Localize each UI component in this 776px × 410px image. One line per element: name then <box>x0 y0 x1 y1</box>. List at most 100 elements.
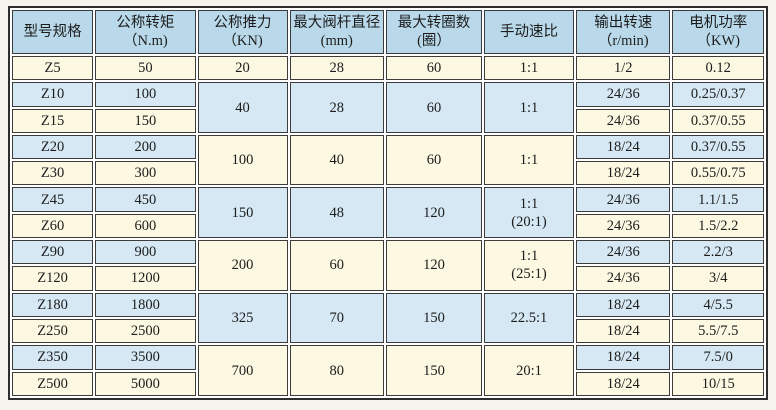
spec-cell: 0.37/0.55 <box>672 108 764 133</box>
spec-cell: 4/5.5 <box>672 292 764 317</box>
table-row: Z5 50 20 28 60 1:1 1/2 0.12 <box>12 56 764 81</box>
table-row: Z180 1800 325 70 150 22.5:1 18/24 4/5.5 <box>12 292 764 344</box>
spec-table: 型号规格 公称转矩 （N.m) 公称推力 （KN) 最大阀杆直径 (mm) 最大转圈数 (圈） 手… <box>10 8 766 398</box>
spec-cell: 24/36 <box>575 108 671 133</box>
model-cell: Z500 <box>12 371 94 396</box>
spec-cell: 60 <box>386 56 482 81</box>
table-row: Z90 900 200 60 120 1:1 (25:1) 24/36 2.2/3 <box>12 240 764 291</box>
spec-cell: 20:1 <box>483 345 574 396</box>
model-cell: Z120 <box>12 266 94 291</box>
table-row: Z60 600 24/36 1.5/2.2 <box>12 213 764 239</box>
spec-cell: 18/24 <box>575 371 671 396</box>
spec-cell: 20 <box>197 56 288 81</box>
column-header-line: 公称推力 <box>213 14 272 31</box>
spec-cell: 2.2/3 <box>672 240 764 265</box>
model-cell: Z20 <box>12 134 94 160</box>
spec-cell: 150 <box>386 345 482 396</box>
spec-cell: 150 <box>95 108 196 133</box>
column-header: 型号规格 <box>12 10 94 54</box>
spec-cell: 18/24 <box>575 134 671 160</box>
spec-cell: 1:1 (25:1) <box>483 240 574 291</box>
spec-cell: 24/36 <box>575 187 671 212</box>
column-header-line: （KN) <box>222 33 263 49</box>
table-row: Z120 1200 24/36 3/4 <box>12 266 764 291</box>
model-cell: Z180 <box>12 292 94 317</box>
spec-table-header: 型号规格 公称转矩 （N.m) 公称推力 （KN) 最大阀杆直径 (mm) 最大转圈数 (圈） 手… <box>12 10 764 54</box>
spec-cell: 700 <box>197 345 288 396</box>
column-header-line: 最大转圈数 <box>397 14 471 31</box>
spec-cell: 60 <box>386 134 482 186</box>
header-row: 型号规格 公称转矩 （N.m) 公称推力 （KN) 最大阀杆直径 (mm) 最大转圈数 (圈） 手… <box>12 10 764 54</box>
spec-cell: 1.5/2.2 <box>672 213 764 239</box>
spec-cell: 48 <box>289 187 385 239</box>
spec-cell: 18/24 <box>575 161 671 186</box>
column-header: 最大阀杆直径 (mm) <box>289 10 385 54</box>
spec-cell: 5000 <box>95 371 196 396</box>
table-row: Z500 5000 18/24 10/15 <box>12 371 764 396</box>
column-header-line: 电机功率 <box>689 14 748 31</box>
column-header-line: 手动速比 <box>499 23 558 40</box>
spec-cell: 24/36 <box>575 213 671 239</box>
model-cell: Z30 <box>12 161 94 186</box>
column-header-line: 输出转速 <box>594 14 653 31</box>
cell-line: 1:1 <box>519 195 539 212</box>
table-row: Z45 450 150 48 120 1:1 (20:1) 24/36 1.1/1.5 <box>12 187 764 239</box>
spec-cell: 0.55/0.75 <box>672 161 764 186</box>
spec-cell: 60 <box>386 82 482 133</box>
spec-cell: 1800 <box>95 292 196 317</box>
column-header: 电机功率 （KW) <box>672 10 764 54</box>
column-header: 最大转圈数 (圈） <box>386 10 482 54</box>
column-header-line: (mm) <box>320 33 353 49</box>
spec-cell: 0.25/0.37 <box>672 82 764 107</box>
spec-cell: 28 <box>289 82 385 133</box>
spec-cell: 28 <box>289 56 385 81</box>
spec-cell: 10/15 <box>672 371 764 396</box>
spec-cell: 3500 <box>95 345 196 370</box>
model-cell: Z250 <box>12 318 94 344</box>
spec-cell: 80 <box>289 345 385 396</box>
table-row: Z15 150 24/36 0.37/0.55 <box>12 108 764 133</box>
column-header: 公称转矩 （N.m) <box>95 10 196 54</box>
table-row: Z10 100 40 28 60 1:1 24/36 0.25/0.37 <box>12 82 764 133</box>
spec-cell: 1:1 <box>483 134 574 186</box>
model-cell: Z60 <box>12 213 94 239</box>
model-cell: Z5 <box>12 56 94 81</box>
spec-cell: 0.37/0.55 <box>672 134 764 160</box>
spec-cell: 5.5/7.5 <box>672 318 764 344</box>
column-header: 手动速比 <box>483 10 574 54</box>
column-header-line: （r/min) <box>597 33 649 49</box>
cell-line: 1:1 <box>519 248 539 265</box>
spec-cell: 120 <box>386 187 482 239</box>
spec-cell: 40 <box>289 134 385 186</box>
spec-cell: 40 <box>197 82 288 133</box>
spec-cell: 60 <box>289 240 385 291</box>
spec-cell: 1:1 <box>483 56 574 81</box>
spec-cell: 1200 <box>95 266 196 291</box>
spec-cell: 7.5/0 <box>672 345 764 370</box>
spec-cell: 24/36 <box>575 82 671 107</box>
column-header-line: （KW) <box>696 33 740 49</box>
column-header: 输出转速 （r/min) <box>575 10 671 54</box>
spec-cell: 50 <box>95 56 196 81</box>
spec-cell: 18/24 <box>575 345 671 370</box>
spec-cell: 200 <box>95 134 196 160</box>
model-cell: Z45 <box>12 187 94 212</box>
cell-line: (20:1) <box>511 213 547 230</box>
column-header-line: （N.m) <box>122 33 168 49</box>
column-header-line: 型号规格 <box>23 23 82 40</box>
spec-cell: 150 <box>386 292 482 344</box>
spec-cell: 24/36 <box>575 240 671 265</box>
spec-cell: 120 <box>386 240 482 291</box>
spec-cell: 18/24 <box>575 318 671 344</box>
column-header-line: 最大阀杆直径 <box>293 14 381 31</box>
spec-cell: 1:1 <box>483 82 574 133</box>
spec-table-container: 型号规格 公称转矩 （N.m) 公称推力 （KN) 最大阀杆直径 (mm) 最大转圈数 (圈） 手… <box>8 6 768 400</box>
spec-cell: 600 <box>95 213 196 239</box>
model-cell: Z15 <box>12 108 94 133</box>
model-cell: Z350 <box>12 345 94 370</box>
spec-cell: 100 <box>197 134 288 186</box>
column-header-line: (圈） <box>417 33 451 49</box>
spec-cell: 22.5:1 <box>483 292 574 344</box>
spec-cell: 900 <box>95 240 196 265</box>
column-header-line: 公称转矩 <box>116 14 175 31</box>
